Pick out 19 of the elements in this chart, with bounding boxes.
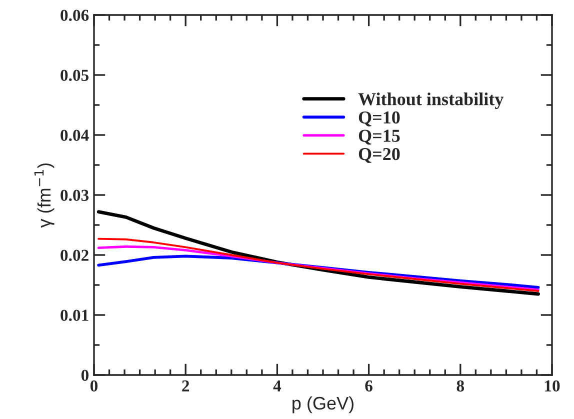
legend-label: Q=20 <box>358 148 400 163</box>
y-tick-label: 0.03 <box>60 190 89 202</box>
y-tick-label: 0.04 <box>60 130 89 142</box>
y-tick-label: 0.01 <box>60 310 88 322</box>
x-tick-label: 10 <box>545 380 560 392</box>
x-axis-title: p (GeV) <box>292 396 354 414</box>
y-tick-label: 0.02 <box>60 250 88 262</box>
legend-label: Q=15 <box>358 130 400 145</box>
y-tick-label: 0 <box>81 370 89 381</box>
y-tick-label: 0.06 <box>60 10 89 22</box>
legend-label: Q=10 <box>358 111 400 126</box>
x-tick-label: 8 <box>456 380 464 392</box>
y-axis-title: γ (fm$^{−1}$) <box>34 163 54 228</box>
x-tick-label: 4 <box>273 380 282 392</box>
x-tick-label: 6 <box>365 380 372 392</box>
x-tick-label: 2 <box>182 380 190 392</box>
x-tick-label: 0 <box>90 380 98 392</box>
legend-label: Without instability <box>358 92 504 109</box>
y-tick-label: 0.05 <box>60 70 89 82</box>
